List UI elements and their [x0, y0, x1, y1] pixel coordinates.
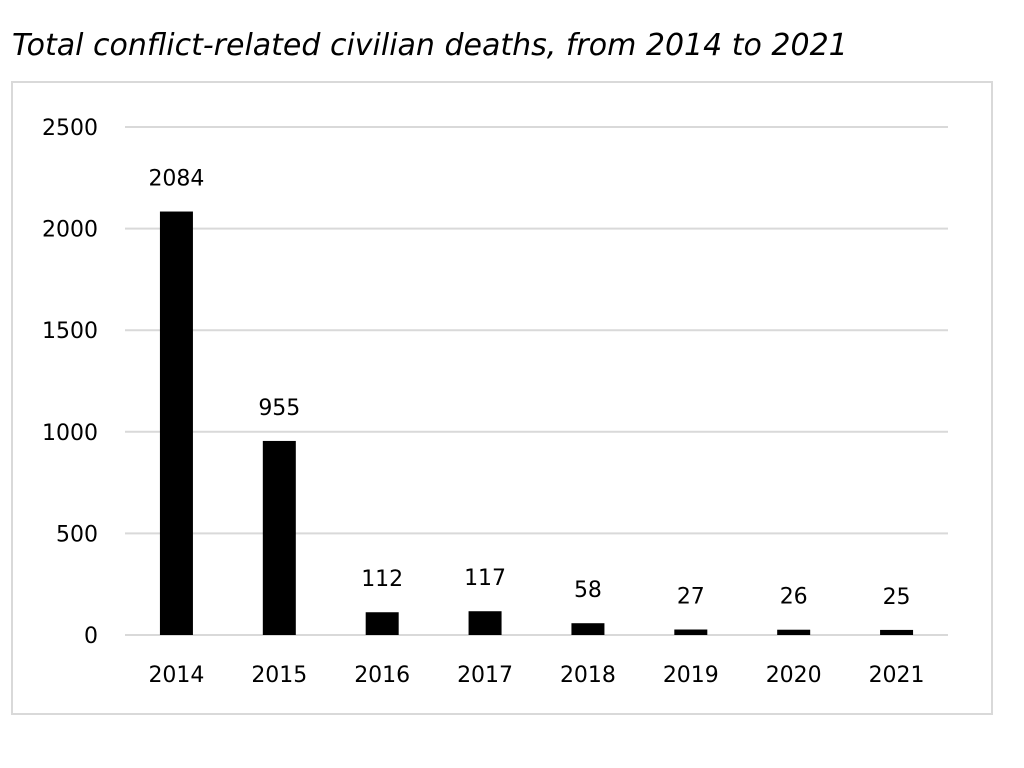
grid-lines [125, 126, 948, 636]
bar-2016 [365, 612, 399, 635]
x-tick-label: 2016 [354, 663, 410, 688]
bar-2021 [880, 629, 914, 635]
x-tick-label: 2019 [663, 663, 719, 688]
data-label: 25 [883, 585, 911, 610]
x-axis-tick-labels: 2014 2015 2016 2017 2018 2019 2020 2021 [148, 663, 924, 688]
y-tick-label: 2000 [42, 218, 98, 243]
data-label: 26 [780, 585, 808, 610]
data-labels: 2084 955 112 117 58 27 26 25 [148, 167, 910, 610]
data-label: 27 [677, 585, 705, 610]
x-tick-label: 2014 [148, 663, 204, 688]
data-label: 2084 [148, 167, 204, 192]
bar-2019 [674, 629, 708, 635]
x-tick-label: 2018 [560, 663, 616, 688]
x-tick-label: 2015 [251, 663, 307, 688]
chart-title: Total conflict-related civilian deaths, … [12, 28, 848, 63]
bar-2018 [571, 623, 605, 635]
x-tick-label: 2021 [869, 663, 925, 688]
bar-2014 [159, 211, 193, 636]
bar-2020 [777, 629, 811, 635]
y-tick-label: 1500 [42, 319, 98, 344]
data-label: 58 [574, 578, 602, 603]
x-tick-label: 2020 [766, 663, 822, 688]
bar-2015 [262, 440, 296, 635]
y-tick-label: 0 [84, 624, 98, 649]
x-tick-label: 2017 [457, 663, 513, 688]
data-label: 117 [464, 566, 506, 591]
data-label: 955 [258, 396, 300, 421]
data-label: 112 [361, 567, 403, 592]
bar-2017 [468, 611, 502, 635]
y-tick-label: 500 [56, 522, 98, 547]
bars [159, 211, 914, 636]
y-tick-label: 1000 [42, 421, 98, 446]
y-axis-tick-labels: 0 500 1000 1500 2000 2500 [42, 116, 98, 649]
y-tick-label: 2500 [42, 116, 98, 141]
chart-frame [11, 81, 993, 715]
